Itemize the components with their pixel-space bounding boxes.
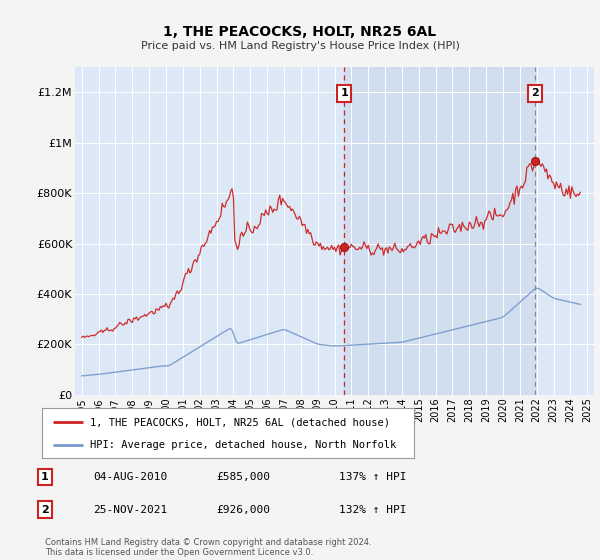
Text: 1, THE PEACOCKS, HOLT, NR25 6AL (detached house): 1, THE PEACOCKS, HOLT, NR25 6AL (detache…: [91, 417, 391, 427]
Text: Price paid vs. HM Land Registry's House Price Index (HPI): Price paid vs. HM Land Registry's House …: [140, 41, 460, 51]
Text: Contains HM Land Registry data © Crown copyright and database right 2024.
This d: Contains HM Land Registry data © Crown c…: [45, 538, 371, 557]
Text: 1: 1: [41, 472, 49, 482]
Text: 2: 2: [41, 505, 49, 515]
Text: 132% ↑ HPI: 132% ↑ HPI: [339, 505, 407, 515]
Text: 1, THE PEACOCKS, HOLT, NR25 6AL: 1, THE PEACOCKS, HOLT, NR25 6AL: [163, 26, 437, 39]
Text: £585,000: £585,000: [216, 472, 270, 482]
Text: 2: 2: [531, 88, 539, 99]
Bar: [344, 67, 535, 395]
Text: 04-AUG-2010: 04-AUG-2010: [93, 472, 167, 482]
Text: HPI: Average price, detached house, North Norfolk: HPI: Average price, detached house, Nort…: [91, 440, 397, 450]
Text: 137% ↑ HPI: 137% ↑ HPI: [339, 472, 407, 482]
Text: £926,000: £926,000: [216, 505, 270, 515]
Text: 25-NOV-2021: 25-NOV-2021: [93, 505, 167, 515]
Text: 1: 1: [340, 88, 348, 99]
